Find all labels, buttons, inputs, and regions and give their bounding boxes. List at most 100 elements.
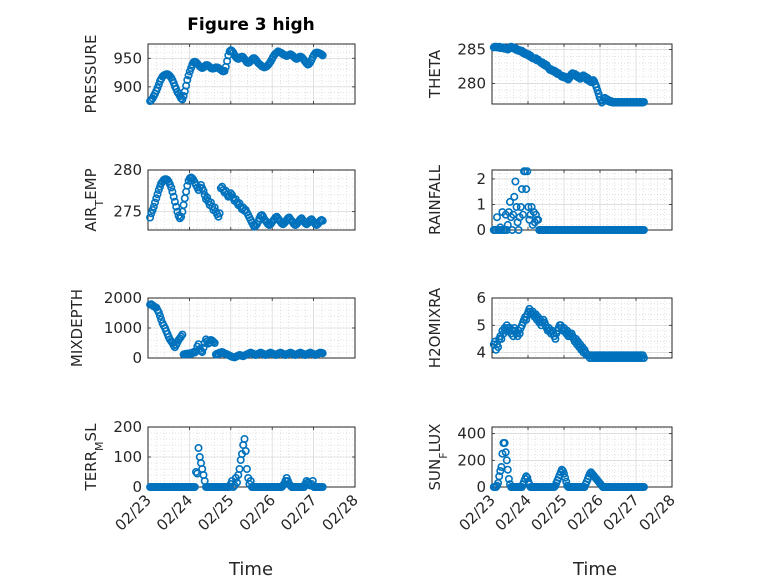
data-point: [504, 474, 513, 483]
y-axis-label: AIRTEMP: [82, 168, 106, 231]
subplot-1: 900 950 PRESSURE: [82, 35, 356, 114]
y-tick-label: 0: [476, 478, 486, 496]
data-point: [183, 76, 192, 85]
data-point: [496, 466, 505, 475]
y-axis-label-subscript: M: [93, 441, 106, 451]
x-tick-label: 02/23: [456, 491, 499, 534]
x-tick-label: 02/24: [492, 491, 535, 534]
data-point: [503, 220, 512, 229]
plot-area: [491, 426, 673, 488]
subplot-grid: 900 950 PRESSURE 280 285 THETA 275 280 AIRTEMP 0 1…: [68, 35, 679, 535]
x-tick-label: 02/28: [319, 491, 362, 534]
y-tick-label: 0: [476, 221, 486, 239]
data-point: [505, 197, 514, 206]
y-axis-label-main: AIR: [82, 207, 100, 232]
data-point: [524, 203, 533, 212]
data-point: [220, 66, 229, 75]
y-axis-label: RAINFALL: [426, 164, 444, 235]
y-tick-label: 5: [476, 316, 486, 334]
data-point: [194, 443, 203, 452]
y-axis-label: SUNFLUX: [426, 424, 450, 491]
y-axis-label-main: THETA: [426, 49, 444, 99]
y-axis-label-main: H2OMIXRA: [426, 287, 444, 368]
data-point: [169, 192, 178, 201]
data-point: [561, 473, 570, 482]
y-tick-label: 200: [457, 451, 486, 469]
data-point: [206, 198, 215, 207]
y-axis-label-subscript: T: [93, 200, 106, 208]
data-points: [489, 42, 648, 107]
y-axis-label-main: SUN: [426, 459, 444, 491]
data-point: [178, 330, 187, 339]
y-axis-label-main: RAINFALL: [426, 164, 444, 235]
y-tick-label: 1: [476, 195, 486, 213]
data-point: [318, 349, 327, 358]
y-tick-label: 280: [113, 161, 142, 179]
x-tick-label: 02/27: [277, 491, 320, 534]
y-axis-label-subscript: F: [437, 452, 450, 458]
data-point: [241, 446, 250, 455]
axes-box: [147, 43, 356, 105]
data-points: [146, 434, 327, 491]
data-points: [489, 304, 648, 362]
data-point: [494, 343, 503, 352]
data-point: [151, 198, 160, 207]
x-tick-label: 02/24: [153, 491, 196, 534]
data-point: [318, 482, 327, 491]
x-tick-label: 02/25: [194, 491, 237, 534]
y-tick-label: 4: [476, 344, 486, 362]
y-tick-label: 200: [113, 418, 142, 436]
y-axis-label-tail: LUX: [426, 424, 444, 453]
y-tick-label: 6: [476, 289, 486, 307]
data-point: [495, 472, 504, 481]
data-point: [167, 183, 176, 192]
y-axis-label-main: TERR: [82, 451, 100, 492]
axes-box: [491, 297, 673, 359]
y-tick-label: 100: [113, 448, 142, 466]
data-point: [639, 353, 648, 362]
data-point: [173, 207, 182, 216]
data-point: [318, 216, 327, 225]
data-point: [152, 194, 161, 203]
data-point: [559, 469, 568, 478]
data-point: [184, 71, 193, 80]
data-point: [550, 482, 559, 491]
data-point: [512, 203, 521, 212]
axes-box: [147, 169, 356, 231]
data-point: [534, 215, 543, 224]
data-point: [500, 438, 509, 447]
data-point: [235, 464, 244, 473]
data-point: [503, 465, 512, 474]
data-point: [183, 181, 192, 190]
data-point: [318, 51, 327, 60]
subplot-3: 275 280 AIRTEMP: [82, 161, 356, 232]
data-point: [203, 193, 212, 202]
y-axis-label: PRESSURE: [82, 35, 100, 114]
y-tick-label: 2: [476, 170, 486, 188]
x-tick-label: 02/26: [236, 491, 279, 534]
y-tick-label: 1000: [104, 319, 142, 337]
data-point: [509, 210, 518, 219]
subplot-2: 280 285 THETA: [426, 40, 673, 107]
data-point: [639, 482, 648, 491]
data-point: [551, 334, 560, 343]
data-points: [146, 300, 327, 362]
x-tick-label: 02/28: [636, 491, 679, 534]
subplot-4: 0 1 2 RAINFALL: [426, 164, 673, 239]
data-points: [489, 438, 648, 491]
y-axis-label-main: MIXDEPTH: [68, 289, 86, 367]
subplot-5: 0 1000 2000 MIXDEPTH: [68, 289, 356, 367]
data-point: [153, 190, 162, 199]
data-point: [240, 434, 249, 443]
data-point: [149, 202, 158, 211]
y-tick-label: 950: [113, 49, 142, 67]
data-point: [517, 185, 526, 194]
data-point: [156, 311, 165, 320]
y-tick-label: 275: [113, 203, 142, 221]
data-point: [172, 202, 181, 211]
data-point: [497, 462, 506, 471]
data-point: [518, 210, 527, 219]
y-tick-label: 0: [132, 478, 142, 496]
